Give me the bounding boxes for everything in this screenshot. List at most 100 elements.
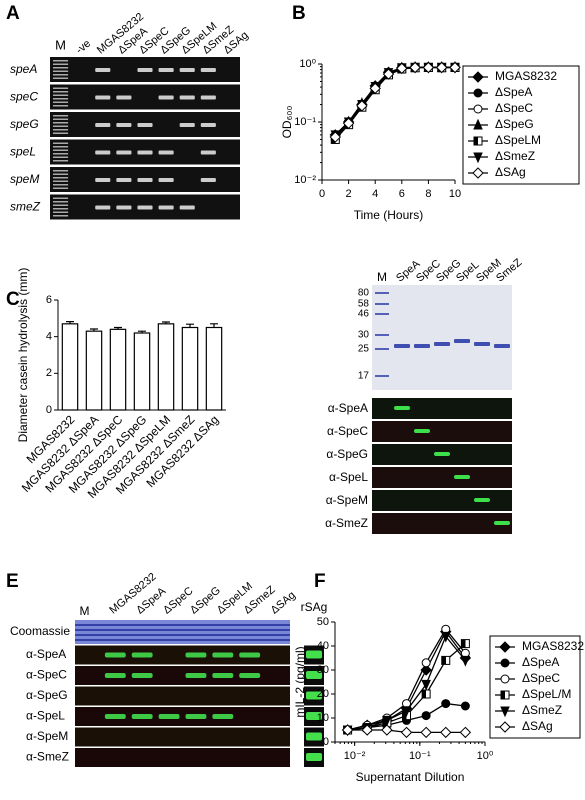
ladder-band	[53, 180, 69, 182]
data-point	[381, 724, 393, 736]
ladder-band	[53, 105, 69, 107]
error-bar	[186, 323, 194, 328]
blot-band	[185, 714, 207, 719]
gel-band	[158, 68, 174, 72]
blot-band	[212, 673, 234, 678]
y-tick-label: 10⁰	[299, 58, 316, 70]
gel-band	[200, 123, 216, 127]
blot-row	[75, 666, 290, 685]
y-tick-label: 0	[323, 736, 329, 748]
ladder-band	[53, 149, 69, 151]
ladder-band	[53, 67, 69, 69]
gel-band	[200, 68, 216, 72]
legend-label: ΔSpeL/M	[522, 687, 571, 701]
error-bar	[162, 321, 170, 324]
legend-box	[489, 635, 581, 739]
ladder-band	[53, 115, 69, 117]
blot-band	[306, 732, 322, 741]
blot-band	[306, 671, 322, 679]
series-line	[334, 66, 456, 138]
blot-row	[372, 513, 512, 534]
data-point	[356, 100, 368, 112]
blot-band	[474, 498, 490, 502]
panel-letter: B	[292, 3, 306, 24]
data-point	[440, 726, 452, 739]
bar	[109, 328, 127, 411]
bar	[181, 326, 199, 411]
gel-band	[116, 95, 132, 100]
ladder-band	[375, 334, 389, 336]
protein-band	[394, 344, 410, 348]
ladder-band	[53, 125, 69, 127]
gel-band	[158, 178, 174, 182]
mw-label: 25	[358, 344, 370, 355]
y-tick-label: 10⁻²	[294, 174, 316, 186]
data-point	[341, 724, 354, 736]
y-tick-label: 10	[317, 712, 329, 724]
ladder-band	[53, 215, 69, 217]
series-line	[334, 66, 456, 140]
row-label: α-SpeL	[26, 709, 65, 723]
y-tick-label: 50	[317, 616, 329, 628]
ladder-band	[53, 156, 69, 158]
data-point	[342, 117, 355, 129]
data-point	[440, 631, 451, 643]
data-point	[422, 61, 435, 74]
ladder-band	[53, 208, 69, 210]
protein-band	[434, 342, 450, 346]
blot-label: α-SpeG	[326, 447, 368, 461]
blot-row	[372, 398, 512, 419]
legend-label: ΔSmeZ	[522, 703, 562, 717]
blot-row	[75, 707, 290, 726]
ladder-band	[53, 173, 69, 175]
legend-marker	[500, 706, 510, 718]
gene-label: speL	[10, 145, 36, 159]
blot-row	[372, 490, 512, 511]
ladder-band	[53, 60, 69, 62]
blot-label: α-SpeA	[328, 401, 368, 415]
protein-band	[474, 342, 490, 346]
ladder-band	[53, 74, 69, 76]
data-point	[420, 664, 432, 676]
legend-label: ΔSAg	[495, 165, 526, 179]
bar	[85, 330, 103, 411]
series-line	[334, 66, 455, 138]
blot-row	[372, 467, 512, 488]
gel-band	[95, 95, 111, 100]
data-point	[361, 724, 373, 736]
lane-label: rSAg	[301, 600, 328, 614]
blot-band	[104, 714, 126, 719]
data-point	[460, 701, 470, 711]
ladder-band	[53, 122, 69, 124]
bar	[133, 332, 151, 411]
blot-band	[185, 652, 207, 658]
y-tick-label: 20	[317, 688, 329, 700]
ladder-band	[53, 142, 69, 144]
data-point	[421, 711, 431, 721]
data-point	[459, 726, 472, 739]
error-bar	[114, 326, 122, 330]
x-tick-label: 4	[372, 188, 378, 200]
panel-letter: E	[6, 571, 19, 592]
y-tick-label: 2	[46, 367, 52, 379]
blot-band	[306, 691, 322, 700]
series-line	[334, 66, 455, 136]
y-axis-title: OD₆₀₀	[280, 106, 294, 139]
ladder-band	[53, 204, 69, 206]
gel-band	[116, 178, 132, 182]
blot-band	[306, 712, 322, 720]
x-tick-label: 10	[449, 188, 461, 200]
blot-row	[75, 686, 290, 706]
mw-label: 46	[358, 309, 370, 320]
ladder-band	[53, 77, 69, 79]
x-tick-label: 6	[399, 188, 405, 200]
gel-band	[179, 68, 195, 72]
gel-band	[75, 639, 290, 641]
y-tick-label: 4	[46, 331, 52, 343]
data-point	[382, 715, 392, 727]
data-point	[420, 726, 432, 739]
legend-marker	[473, 136, 483, 146]
legend-marker	[472, 167, 484, 179]
x-tick-label: 8	[425, 188, 431, 200]
